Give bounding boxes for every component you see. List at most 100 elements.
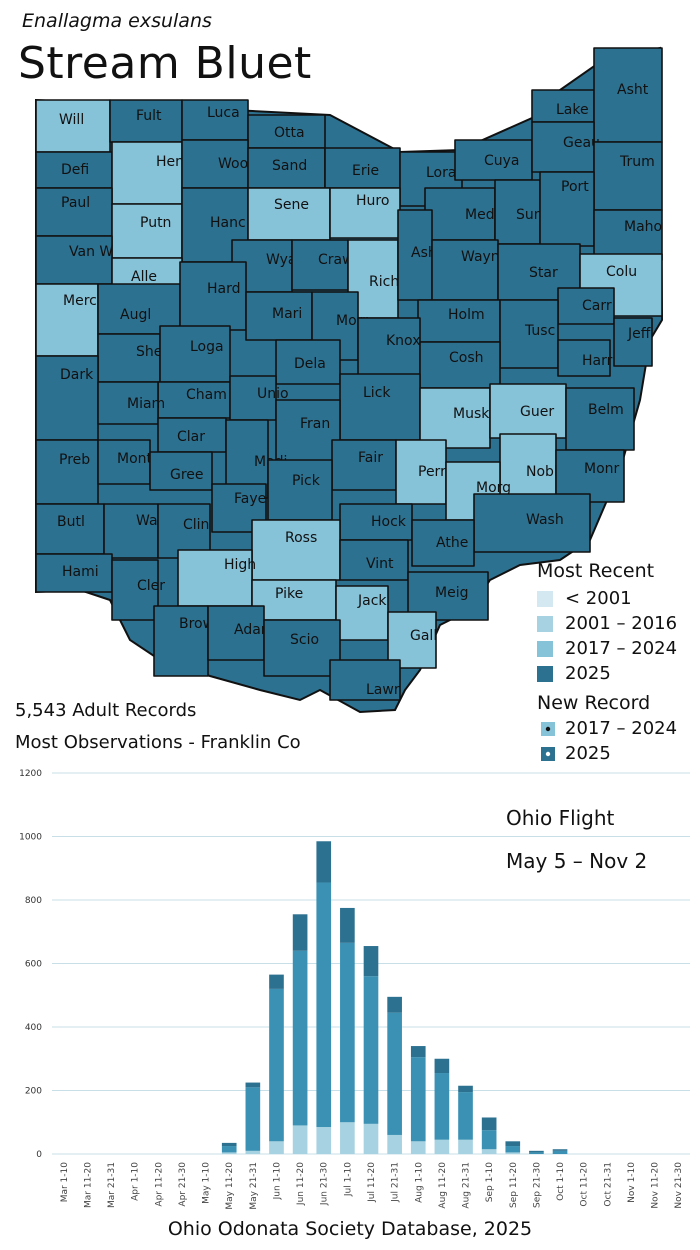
x-tick-label: Oct 11-20 xyxy=(580,1162,590,1207)
county-musk[interactable]: Musk xyxy=(419,387,491,449)
county-shel[interactable]: Shel xyxy=(97,333,166,383)
county-label: Erie xyxy=(352,163,379,179)
county-vint[interactable]: Vint xyxy=(339,539,409,581)
county-cuya[interactable]: Cuya xyxy=(454,139,533,181)
county-clin[interactable]: Clin xyxy=(157,503,211,559)
x-tick-label: May 1-10 xyxy=(202,1162,212,1204)
county-scio[interactable]: Scio xyxy=(263,619,341,677)
county-wash[interactable]: Wash xyxy=(473,493,591,553)
county-port[interactable]: Port xyxy=(539,171,595,247)
county-lake[interactable]: Lake xyxy=(531,89,595,123)
county-loga[interactable]: Loga xyxy=(159,325,231,383)
county-jack[interactable]: Jack xyxy=(335,585,389,641)
county-gall[interactable]: Gall xyxy=(387,611,437,669)
bar-segment xyxy=(434,1139,450,1154)
county-athe[interactable]: Athe xyxy=(411,519,475,567)
county-knox[interactable]: Knox xyxy=(357,317,421,381)
county-cler[interactable]: Cler xyxy=(111,559,165,621)
county-hard[interactable]: Hard xyxy=(179,261,247,331)
legend-item-2025: 2025 xyxy=(537,661,677,686)
county-cham[interactable]: Cham xyxy=(157,381,231,419)
county-brow[interactable]: Brow xyxy=(153,605,214,677)
county-craw[interactable]: Craw xyxy=(291,239,354,291)
county-colu[interactable]: Colu xyxy=(579,253,663,317)
county-putn[interactable]: Putn xyxy=(111,203,183,259)
county-tusc[interactable]: Tusc xyxy=(499,299,559,369)
county-will[interactable]: Will xyxy=(35,99,111,153)
bar-segment xyxy=(481,1130,497,1150)
legend-new-item-2025: 2025 xyxy=(541,741,677,766)
county-belm[interactable]: Belm xyxy=(565,387,635,451)
county-van-w[interactable]: Van W xyxy=(35,235,113,285)
county-butl[interactable]: Butl xyxy=(35,503,105,555)
county-shape xyxy=(153,605,209,677)
county-mont[interactable]: Mont xyxy=(97,439,153,485)
x-tick-label: Aug 21-31 xyxy=(462,1162,472,1209)
x-tick-label: Apr 21-30 xyxy=(178,1162,188,1207)
county-holm[interactable]: Holm xyxy=(417,299,501,343)
county-erie[interactable]: Erie xyxy=(324,147,401,189)
county-label: Cham xyxy=(186,387,227,403)
county-label: Fult xyxy=(136,108,162,124)
county-geau[interactable]: Geau xyxy=(531,121,600,173)
county-high[interactable]: High xyxy=(177,549,256,607)
county-cosh[interactable]: Cosh xyxy=(419,341,501,389)
county-maho[interactable]: Maho xyxy=(593,209,663,261)
county-label: Fair xyxy=(358,450,383,466)
county-ross[interactable]: Ross xyxy=(251,519,341,581)
county-shape xyxy=(211,483,267,533)
county-luca[interactable]: Luca xyxy=(181,99,249,141)
county-adam[interactable]: Adam xyxy=(207,605,274,661)
county-perr[interactable]: Perr xyxy=(395,439,447,505)
county-wood[interactable]: Wood xyxy=(181,139,257,189)
adult-records-count: 5,543 Adult Records xyxy=(15,700,197,721)
county-guer[interactable]: Guer xyxy=(489,383,567,439)
county-harr[interactable]: Harr xyxy=(557,339,613,377)
county-carr[interactable]: Carr xyxy=(557,287,615,325)
x-tick-label: Jul 1-10 xyxy=(343,1162,353,1197)
county-label: Cosh xyxy=(449,350,484,366)
county-nobl[interactable]: Nobl xyxy=(499,433,558,501)
county-dela[interactable]: Dela xyxy=(275,339,341,385)
county-faye[interactable]: Faye xyxy=(211,483,267,533)
county-asht[interactable]: Asht xyxy=(593,47,663,143)
county-shape xyxy=(177,549,253,607)
county-fult[interactable]: Fult xyxy=(109,99,183,143)
county-label: Gall xyxy=(410,628,437,644)
county-dark[interactable]: Dark xyxy=(35,355,99,441)
county-label: Will xyxy=(59,112,84,128)
county-mari[interactable]: Mari xyxy=(245,291,313,341)
county-otta[interactable]: Otta xyxy=(247,114,326,149)
county-gree[interactable]: Gree xyxy=(149,451,213,491)
county-hock[interactable]: Hock xyxy=(339,503,413,541)
county-pick[interactable]: Pick xyxy=(267,459,333,521)
county-jeff[interactable]: Jeff xyxy=(613,317,653,367)
county-merc[interactable]: Merc xyxy=(35,283,99,357)
county-huro[interactable]: Huro xyxy=(329,187,401,239)
county-preb[interactable]: Preb xyxy=(35,439,99,505)
county-sene[interactable]: Sene xyxy=(247,187,331,241)
x-tick-label: Jun 1-10 xyxy=(272,1162,282,1201)
county-label: Lick xyxy=(363,385,391,401)
county-lawr[interactable]: Lawr xyxy=(329,659,401,701)
county-wayn[interactable]: Wayn xyxy=(431,239,500,301)
county-clar[interactable]: Clar xyxy=(157,417,227,453)
county-label: Hock xyxy=(371,514,407,530)
county-defi[interactable]: Defi xyxy=(35,151,113,189)
county-label: Trum xyxy=(619,154,655,170)
county-paul[interactable]: Paul xyxy=(35,187,113,237)
county-label: Star xyxy=(529,265,558,281)
county-label: Cuya xyxy=(484,153,520,169)
county-sand[interactable]: Sand xyxy=(247,147,326,189)
county-henr[interactable]: Henr xyxy=(111,141,190,205)
county-lick[interactable]: Lick xyxy=(339,373,421,441)
county-fran[interactable]: Fran xyxy=(275,399,341,463)
county-label: Pike xyxy=(275,586,303,602)
county-label: Clar xyxy=(177,429,205,445)
county-hami[interactable]: Hami xyxy=(35,553,113,593)
county-fair[interactable]: Fair xyxy=(331,439,397,491)
county-pike[interactable]: Pike xyxy=(251,579,337,621)
county-medi[interactable]: Medi xyxy=(424,187,498,241)
county-miam[interactable]: Miam xyxy=(97,381,165,425)
county-trum[interactable]: Trum xyxy=(593,141,663,211)
